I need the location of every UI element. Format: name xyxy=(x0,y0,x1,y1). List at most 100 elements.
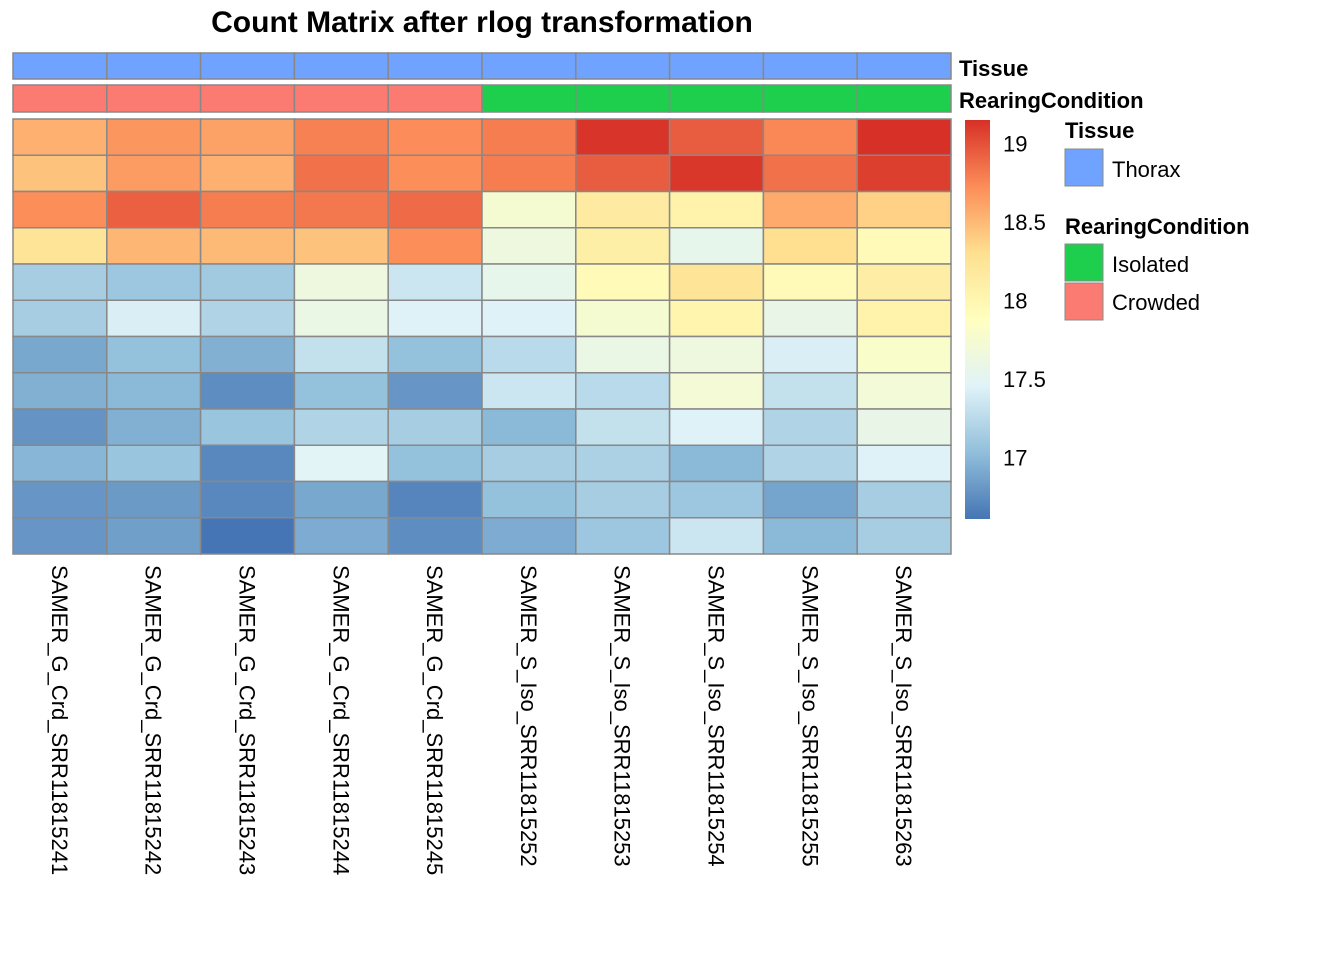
heatmap-cell-r9-c7 xyxy=(575,408,671,446)
heatmap-cell-r7-c8 xyxy=(668,335,765,374)
tissue-annotation-cell-3 xyxy=(199,52,296,80)
tissue-annotation-cell-6 xyxy=(481,52,577,80)
heatmap-cell-r7-c5 xyxy=(387,335,483,374)
heatmap-cell-r11-c1 xyxy=(12,480,108,519)
tissue-annotation-cell-4 xyxy=(293,52,389,80)
legend-label-thorax: Thorax xyxy=(1112,157,1180,182)
heatmap-cell-r8-c6 xyxy=(481,372,577,410)
colorbar-gradient xyxy=(965,120,990,519)
annotation-label-tissue: Tissue xyxy=(959,56,1028,81)
heatmap-cell-r4-c1 xyxy=(12,227,108,265)
colorbar: 19 18.5 18 17.5 17 xyxy=(965,120,1046,519)
annotation-label-rearing: RearingCondition xyxy=(959,88,1144,113)
heatmap-cell-r8-c10 xyxy=(856,372,952,410)
column-label: SAMER_G_Crd_SRR11815245 xyxy=(422,565,447,875)
tissue-annotation-cell-9 xyxy=(762,52,858,80)
heatmap-cell-r1-c8 xyxy=(668,118,765,156)
heatmap-cell-r1-c7 xyxy=(575,118,671,156)
rearing-annotation-cell-9 xyxy=(762,84,858,113)
legend-swatch-isolated xyxy=(1064,243,1104,282)
heatmap-cell-r11-c9 xyxy=(762,480,858,519)
heatmap-cell-r12-c6 xyxy=(481,517,577,555)
heatmap-cell-r10-c2 xyxy=(106,444,202,483)
heatmap-cell-r6-c5 xyxy=(387,299,483,338)
heatmap-cell-r3-c1 xyxy=(12,190,108,229)
heatmap-cell-r5-c2 xyxy=(106,263,202,301)
heatmap-cell-r5-c3 xyxy=(199,263,296,301)
legend-swatch-thorax xyxy=(1064,148,1104,187)
heatmap-cell-r2-c5 xyxy=(387,154,483,193)
heatmap-cell-r8-c5 xyxy=(387,372,483,410)
heatmap-cell-r3-c3 xyxy=(199,190,296,229)
heatmap-cell-r3-c6 xyxy=(481,190,577,229)
tissue-annotation-cell-7 xyxy=(575,52,671,80)
tissue-annotation-cell-5 xyxy=(387,52,483,80)
heatmap-cell-r7-c10 xyxy=(856,335,952,374)
rearing-annotation-cell-10 xyxy=(856,84,952,113)
heatmap-cell-r6-c10 xyxy=(856,299,952,338)
heatmap-cell-r1-c6 xyxy=(481,118,577,156)
rearing-annotation-cell-5 xyxy=(387,84,483,113)
heatmap-cell-r4-c9 xyxy=(762,227,858,265)
column-label: SAMER_S_Iso_SRR11815263 xyxy=(891,565,916,867)
colorbar-tick-label: 18.5 xyxy=(1003,210,1046,235)
legend: Tissue Thorax RearingCondition Isolated … xyxy=(1064,118,1250,321)
heatmap-cell-r12-c4 xyxy=(293,517,389,555)
heatmap-cell-r7-c4 xyxy=(293,335,389,374)
column-label: SAMER_G_Crd_SRR11815241 xyxy=(47,565,72,875)
heatmap-cell-r1-c10 xyxy=(856,118,952,156)
rearing-annotation-cell-3 xyxy=(199,84,296,113)
heatmap-cell-r12-c8 xyxy=(668,517,765,555)
heatmap-cells xyxy=(12,118,952,555)
heatmap-cell-r4-c8 xyxy=(668,227,765,265)
heatmap-cell-r12-c2 xyxy=(106,517,202,555)
column-label: SAMER_S_Iso_SRR11815253 xyxy=(610,565,635,867)
heatmap-cell-r2-c1 xyxy=(12,154,108,193)
colorbar-tick-label: 19 xyxy=(1003,132,1027,157)
heatmap-cell-r11-c8 xyxy=(668,480,765,519)
heatmap-cell-r3-c9 xyxy=(762,190,858,229)
heatmap-cell-r11-c5 xyxy=(387,480,483,519)
colorbar-tick-label: 18 xyxy=(1003,289,1027,314)
column-label: SAMER_S_Iso_SRR11815255 xyxy=(797,565,822,867)
heatmap-cell-r2-c3 xyxy=(199,154,296,193)
heatmap-cell-r3-c2 xyxy=(106,190,202,229)
heatmap-cell-r8-c3 xyxy=(199,372,296,410)
legend-title-rearing: RearingCondition xyxy=(1065,214,1250,239)
heatmap-cell-r12-c10 xyxy=(856,517,952,555)
tissue-annotation-cell-8 xyxy=(668,52,765,80)
heatmap-cell-r11-c4 xyxy=(293,480,389,519)
heatmap-cell-r5-c10 xyxy=(856,263,952,301)
heatmap-cell-r5-c8 xyxy=(668,263,765,301)
legend-label-crowded: Crowded xyxy=(1112,290,1200,315)
heatmap-cell-r9-c9 xyxy=(762,408,858,446)
heatmap-cell-r6-c8 xyxy=(668,299,765,338)
heatmap-cell-r6-c4 xyxy=(293,299,389,338)
heatmap-cell-r12-c5 xyxy=(387,517,483,555)
heatmap-cell-r4-c10 xyxy=(856,227,952,265)
heatmap-cell-r9-c6 xyxy=(481,408,577,446)
heatmap-cell-r9-c10 xyxy=(856,408,952,446)
heatmap-cell-r1-c5 xyxy=(387,118,483,156)
heatmap-cell-r2-c10 xyxy=(856,154,952,193)
column-labels: SAMER_G_Crd_SRR11815241 SAMER_G_Crd_SRR11… xyxy=(47,565,916,875)
heatmap-cell-r2-c8 xyxy=(668,154,765,193)
heatmap-cell-r7-c1 xyxy=(12,335,108,374)
heatmap-cell-r2-c4 xyxy=(293,154,389,193)
heatmap-cell-r10-c3 xyxy=(199,444,296,483)
heatmap-cell-r9-c1 xyxy=(12,408,108,446)
heatmap-cell-r4-c4 xyxy=(293,227,389,265)
heatmap-cell-r5-c4 xyxy=(293,263,389,301)
colorbar-tick-label: 17.5 xyxy=(1003,367,1046,392)
rearing-annotation-cell-4 xyxy=(293,84,389,113)
tissue-annotation-cell-2 xyxy=(106,52,202,80)
heatmap-cell-r5-c9 xyxy=(762,263,858,301)
heatmap-cell-r9-c4 xyxy=(293,408,389,446)
heatmap-cell-r3-c10 xyxy=(856,190,952,229)
heatmap-cell-r1-c2 xyxy=(106,118,202,156)
heatmap-cell-r6-c2 xyxy=(106,299,202,338)
heatmap-cell-r10-c7 xyxy=(575,444,671,483)
heatmap-cell-r12-c1 xyxy=(12,517,108,555)
colorbar-tick-label: 17 xyxy=(1003,446,1027,471)
heatmap-cell-r3-c8 xyxy=(668,190,765,229)
